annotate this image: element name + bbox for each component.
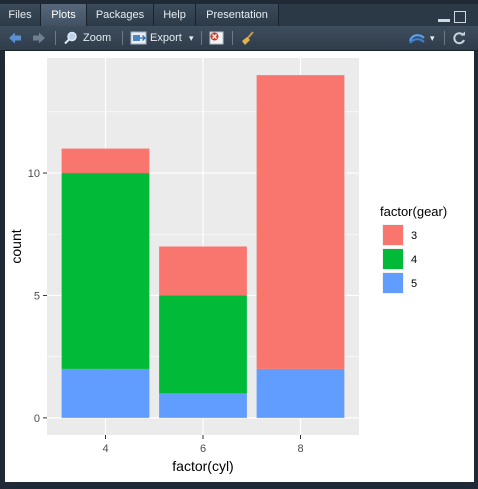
y-tick-label: 10 — [28, 168, 40, 180]
toolbar-separator — [444, 31, 445, 45]
export-image-icon[interactable] — [130, 31, 147, 45]
tab-presentation[interactable]: Presentation — [196, 4, 279, 26]
minimize-icon[interactable] — [438, 15, 450, 22]
x-tick-label: 4 — [102, 443, 108, 455]
legend-key — [383, 249, 403, 269]
zoom-icon[interactable] — [64, 31, 78, 45]
back-arrow-icon[interactable] — [8, 32, 22, 44]
legend-key — [383, 225, 403, 245]
broom-clear-icon[interactable] — [240, 30, 256, 46]
legend: 3 4 5 — [382, 224, 417, 294]
legend-label: 3 — [411, 230, 417, 242]
forward-arrow-icon[interactable] — [32, 32, 46, 44]
y-axis-title: count — [8, 229, 24, 263]
legend-title: factor(gear) — [380, 204, 447, 219]
legend-label: 4 — [411, 254, 417, 266]
x-tick-label: 6 — [200, 443, 206, 455]
export-dropdown-caret[interactable]: ▾ — [189, 33, 194, 43]
legend-label: 5 — [411, 278, 417, 290]
remove-plot-icon[interactable] — [209, 31, 224, 45]
x-tick-label: 8 — [297, 443, 303, 455]
tab-files[interactable]: Files — [0, 4, 41, 26]
plots-toolbar: Zoom Export ▾ ▾ — [0, 26, 478, 51]
maximize-icon[interactable] — [454, 11, 466, 23]
bar-segment — [159, 295, 247, 394]
bar-segment — [61, 173, 150, 369]
toolbar-separator — [232, 31, 233, 45]
bar-segment — [61, 148, 150, 174]
toolbar-separator — [55, 31, 56, 45]
tab-help[interactable]: Help — [154, 4, 196, 26]
publish-dropdown-caret[interactable]: ▾ — [430, 33, 435, 43]
zoom-button[interactable]: Zoom — [83, 32, 112, 44]
tab-packages[interactable]: Packages — [87, 4, 154, 26]
bar-segment — [159, 246, 247, 296]
y-tick-label: 5 — [34, 290, 40, 302]
refresh-icon[interactable] — [452, 31, 466, 45]
export-button[interactable]: Export — [150, 32, 182, 44]
publish-icon[interactable] — [408, 32, 426, 44]
x-axis-title: factor(cyl) — [172, 458, 233, 474]
bar-segment — [159, 393, 247, 418]
bar-segment — [256, 75, 345, 369]
toolbar-separator — [201, 31, 202, 45]
tab-plots[interactable]: Plots — [41, 4, 87, 26]
bar-segment — [61, 368, 150, 418]
legend-key — [383, 273, 403, 293]
y-tick-label: 0 — [34, 413, 40, 425]
toolbar-separator — [122, 31, 123, 45]
bar-segment — [256, 368, 345, 418]
tab-bar: Files Plots Packages Help Presentation — [0, 4, 478, 26]
